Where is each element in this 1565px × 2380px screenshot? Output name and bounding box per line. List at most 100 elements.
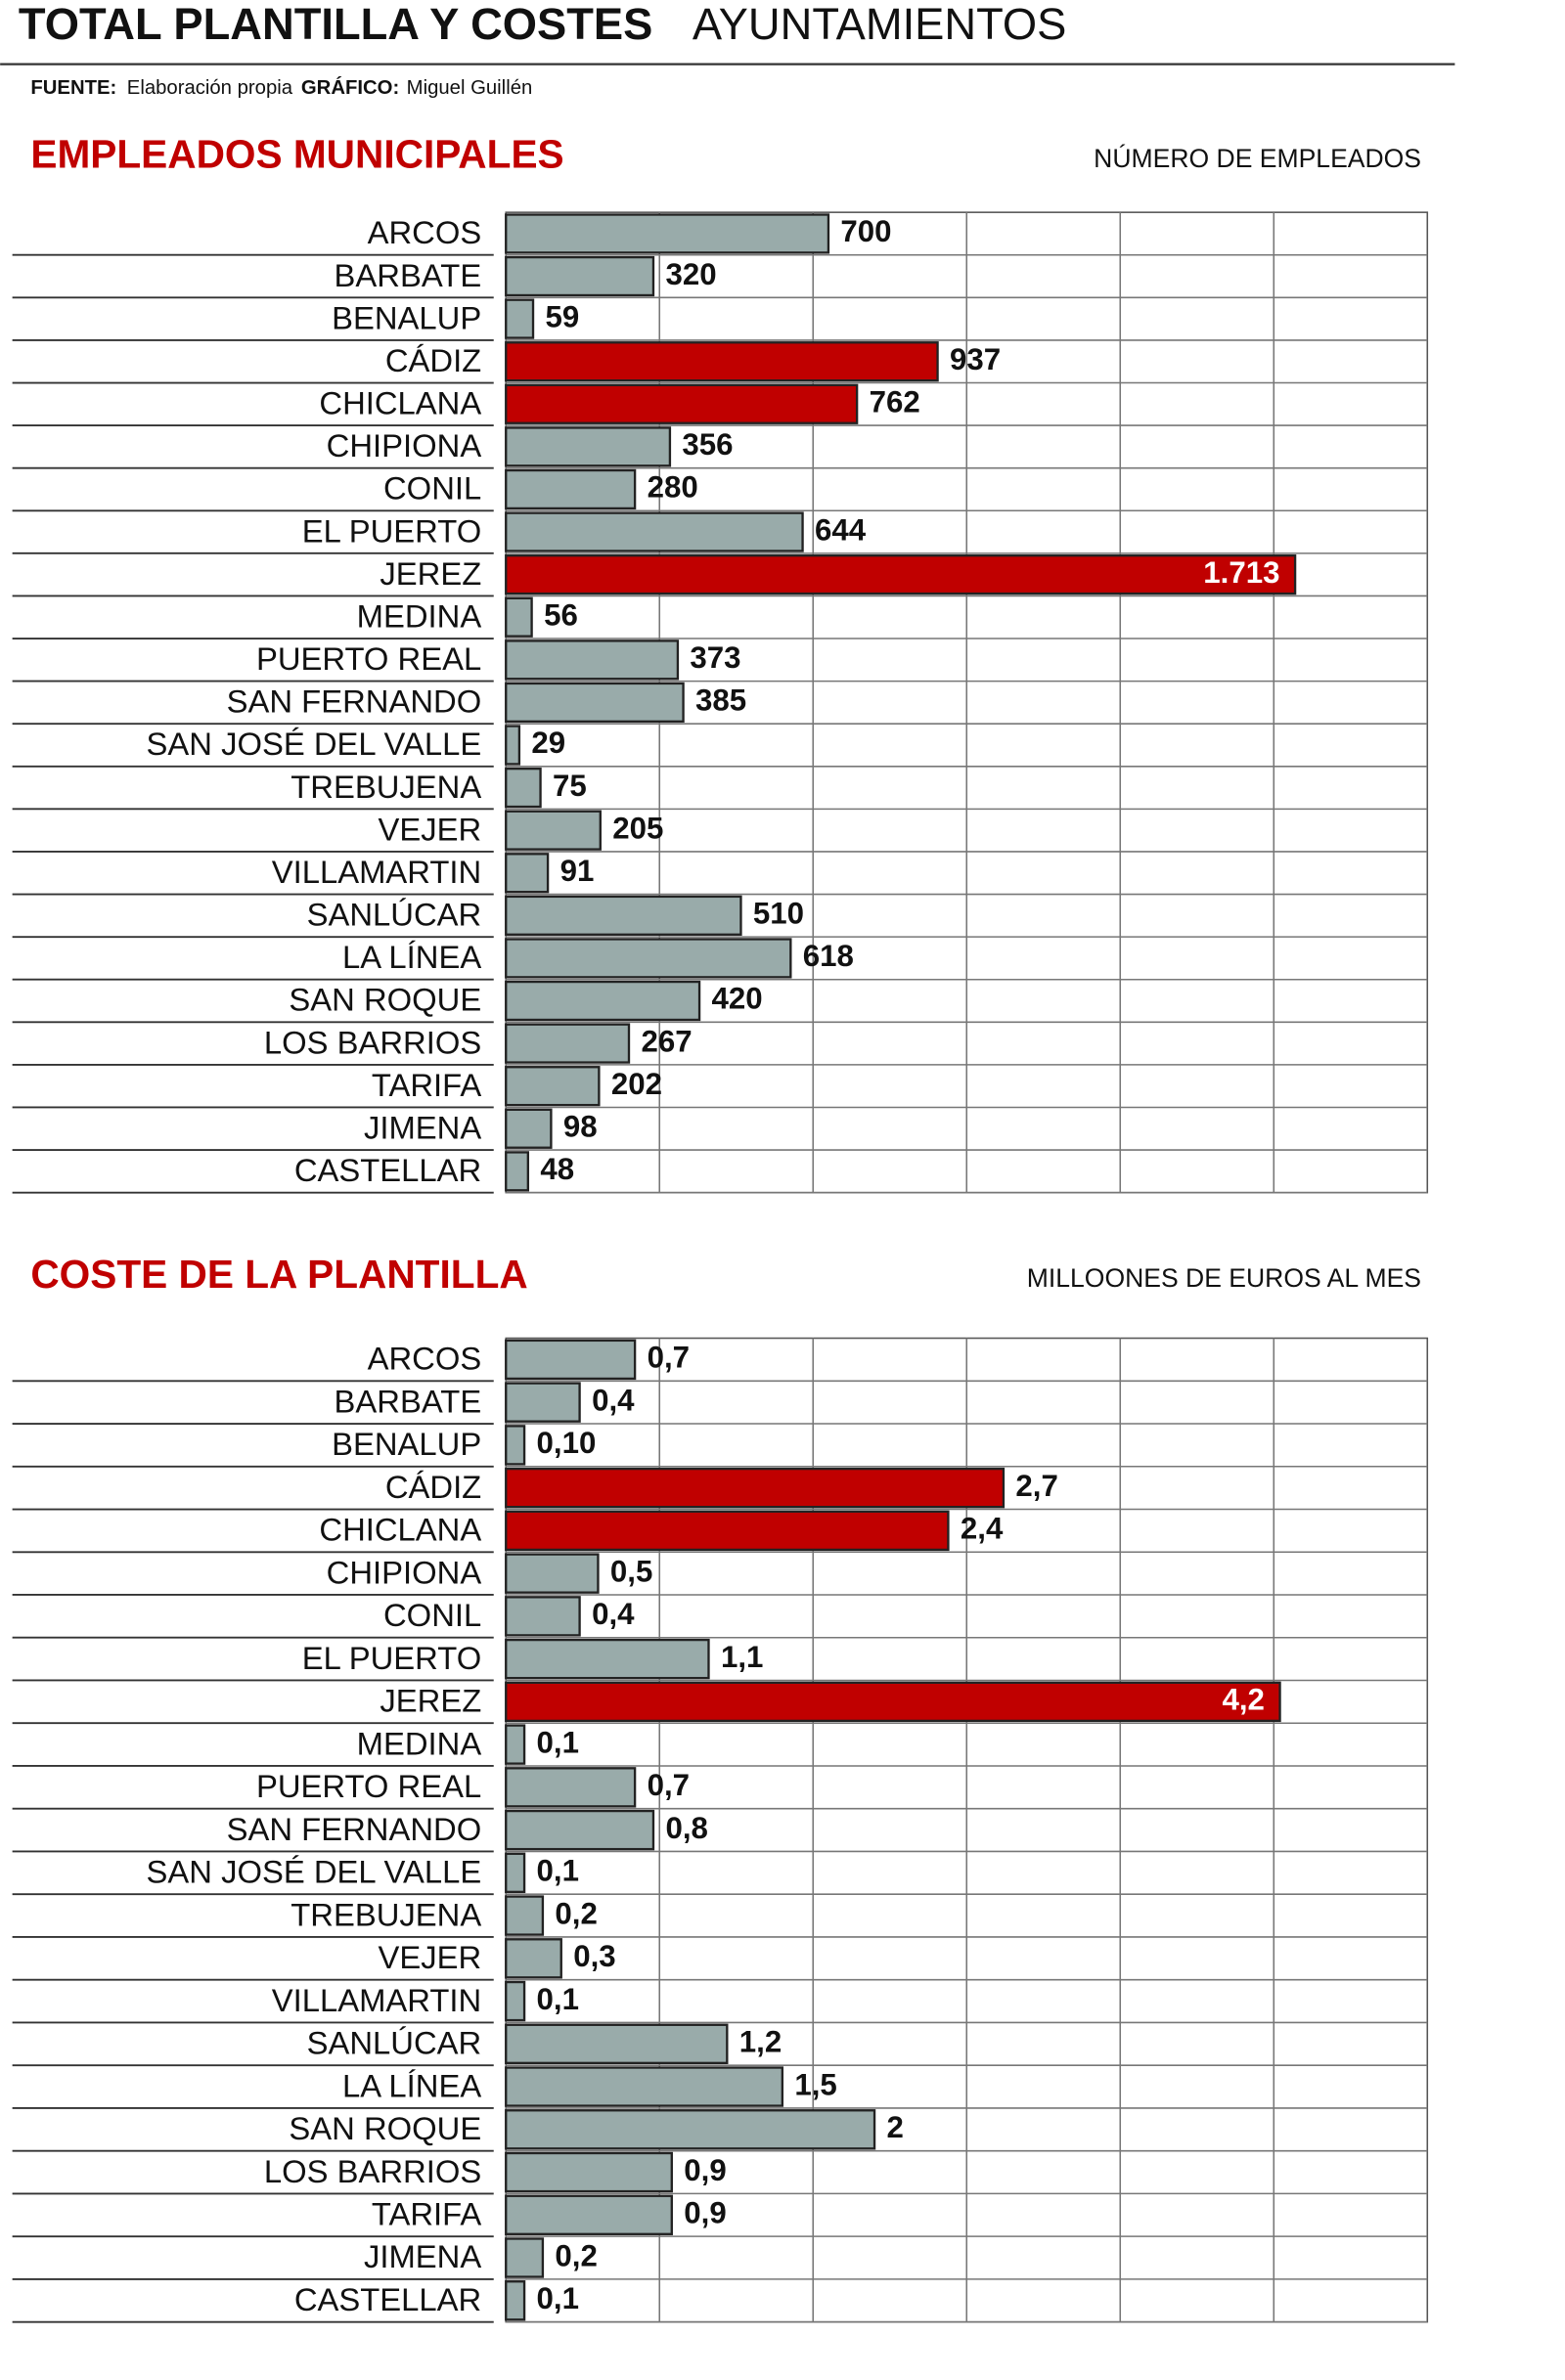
category-label: SAN JOSÉ DEL VALLE: [147, 1854, 482, 1890]
category-label: VEJER: [379, 811, 482, 847]
bar: [505, 1382, 581, 1423]
bar: [505, 1339, 637, 1381]
bar: [505, 1938, 562, 1979]
bar: [505, 980, 701, 1022]
category-label: MEDINA: [357, 597, 482, 634]
bar: [505, 1510, 950, 1552]
category-label: PUERTO REAL: [256, 1768, 481, 1804]
category-label: CHIPIONA: [327, 427, 482, 463]
category-label: CASTELLAR: [294, 1152, 481, 1188]
bar: [505, 2194, 673, 2235]
category-label: SAN JOSÉ DEL VALLE: [147, 726, 482, 762]
value-label: 280: [648, 470, 698, 505]
value-label: 0,4: [592, 1383, 635, 1417]
bar: [505, 1809, 655, 1851]
category-label: JEREZ: [380, 1683, 481, 1719]
value-label: 0,1: [537, 1725, 579, 1759]
value-label: 644: [815, 512, 867, 547]
bar: [505, 1681, 1281, 1723]
bar: [505, 853, 550, 894]
bar: [505, 1724, 526, 1765]
value-label: 0,2: [555, 1896, 597, 1930]
category-label: LA LÍNEA: [342, 2067, 481, 2103]
value-label: 385: [695, 683, 746, 718]
value-label: 202: [611, 1067, 662, 1101]
bar: [505, 1066, 601, 1107]
value-label: 0,3: [573, 1939, 615, 1973]
value-label: 762: [870, 385, 920, 419]
category-label: SANLÚCAR: [307, 2025, 482, 2061]
category-label: BARBATE: [335, 1383, 482, 1419]
category-label: EL PUERTO: [302, 512, 482, 549]
bar: [505, 2109, 876, 2150]
category-label: CHICLANA: [319, 385, 481, 421]
source: Elaboración propia: [127, 77, 293, 99]
bar: [505, 639, 680, 681]
bar: [505, 1638, 710, 1680]
bar: [505, 1425, 526, 1466]
bar: [505, 1467, 1006, 1509]
category-label: SAN FERNANDO: [227, 683, 482, 720]
value-label: 0,8: [665, 1811, 707, 1845]
value-label: 420: [712, 982, 763, 1016]
value-label: 29: [531, 726, 565, 760]
value-label: 56: [544, 597, 578, 632]
page-title: TOTAL PLANTILLA Y COSTES: [19, 0, 652, 49]
bar: [505, 341, 939, 382]
value-label: 2,7: [1015, 1469, 1057, 1503]
value-label: 0,1: [537, 1854, 579, 1888]
value-label: 0,1: [537, 1982, 579, 2016]
bar: [505, 213, 830, 254]
bar: [505, 468, 637, 510]
category-label: CÁDIZ: [385, 1469, 481, 1505]
bar: [505, 298, 535, 339]
category-label: LOS BARRIOS: [264, 1024, 481, 1060]
bar: [505, 383, 859, 424]
bar: [505, 596, 533, 638]
value-label: 205: [612, 811, 663, 845]
value-label: 4,2: [1223, 1683, 1265, 1717]
value-label: 0,7: [648, 1341, 690, 1375]
category-label: JIMENA: [364, 2238, 481, 2274]
category-label: ARCOS: [368, 214, 482, 250]
bar: [505, 810, 602, 851]
value-label: 0,9: [684, 2196, 726, 2230]
bar: [505, 1596, 581, 1637]
value-label: 320: [665, 257, 716, 291]
category-label: ARCOS: [368, 1341, 482, 1377]
bar: [505, 554, 1297, 595]
value-label: 0,4: [592, 1597, 635, 1631]
category-label: CASTELLAR: [294, 2281, 481, 2317]
category-label: SAN ROQUE: [289, 2110, 481, 2146]
bar: [505, 1553, 600, 1594]
bar: [505, 682, 685, 724]
category-label: CÁDIZ: [385, 342, 481, 378]
category-label: TREBUJENA: [291, 1896, 481, 1932]
category-label: CHICLANA: [319, 1512, 481, 1548]
bar: [505, 2023, 729, 2065]
bar: [505, 767, 542, 809]
bar: [505, 2066, 784, 2107]
bar: [505, 255, 655, 297]
value-label: 1,1: [721, 1640, 763, 1674]
bar: [505, 938, 792, 979]
bar: [505, 725, 521, 766]
value-label: 0,5: [610, 1554, 652, 1588]
value-label: 75: [553, 769, 587, 803]
value-label: 700: [840, 214, 891, 248]
category-label: MEDINA: [357, 1725, 482, 1761]
category-label: VEJER: [379, 1939, 482, 1975]
value-label: 937: [950, 342, 1001, 376]
bar: [505, 2151, 673, 2193]
value-label: 0,9: [684, 2153, 726, 2187]
value-label: 48: [540, 1152, 574, 1186]
bar: [505, 2280, 526, 2321]
bar: [505, 1852, 526, 1894]
bar: [505, 1980, 526, 2022]
category-label: TARIFA: [372, 1067, 481, 1103]
value-label: 1,5: [794, 2067, 836, 2101]
value-label: 98: [563, 1110, 598, 1144]
value-label: 1.713: [1203, 555, 1279, 590]
value-label: 510: [753, 897, 804, 931]
category-label: VILLAMARTIN: [272, 854, 481, 890]
